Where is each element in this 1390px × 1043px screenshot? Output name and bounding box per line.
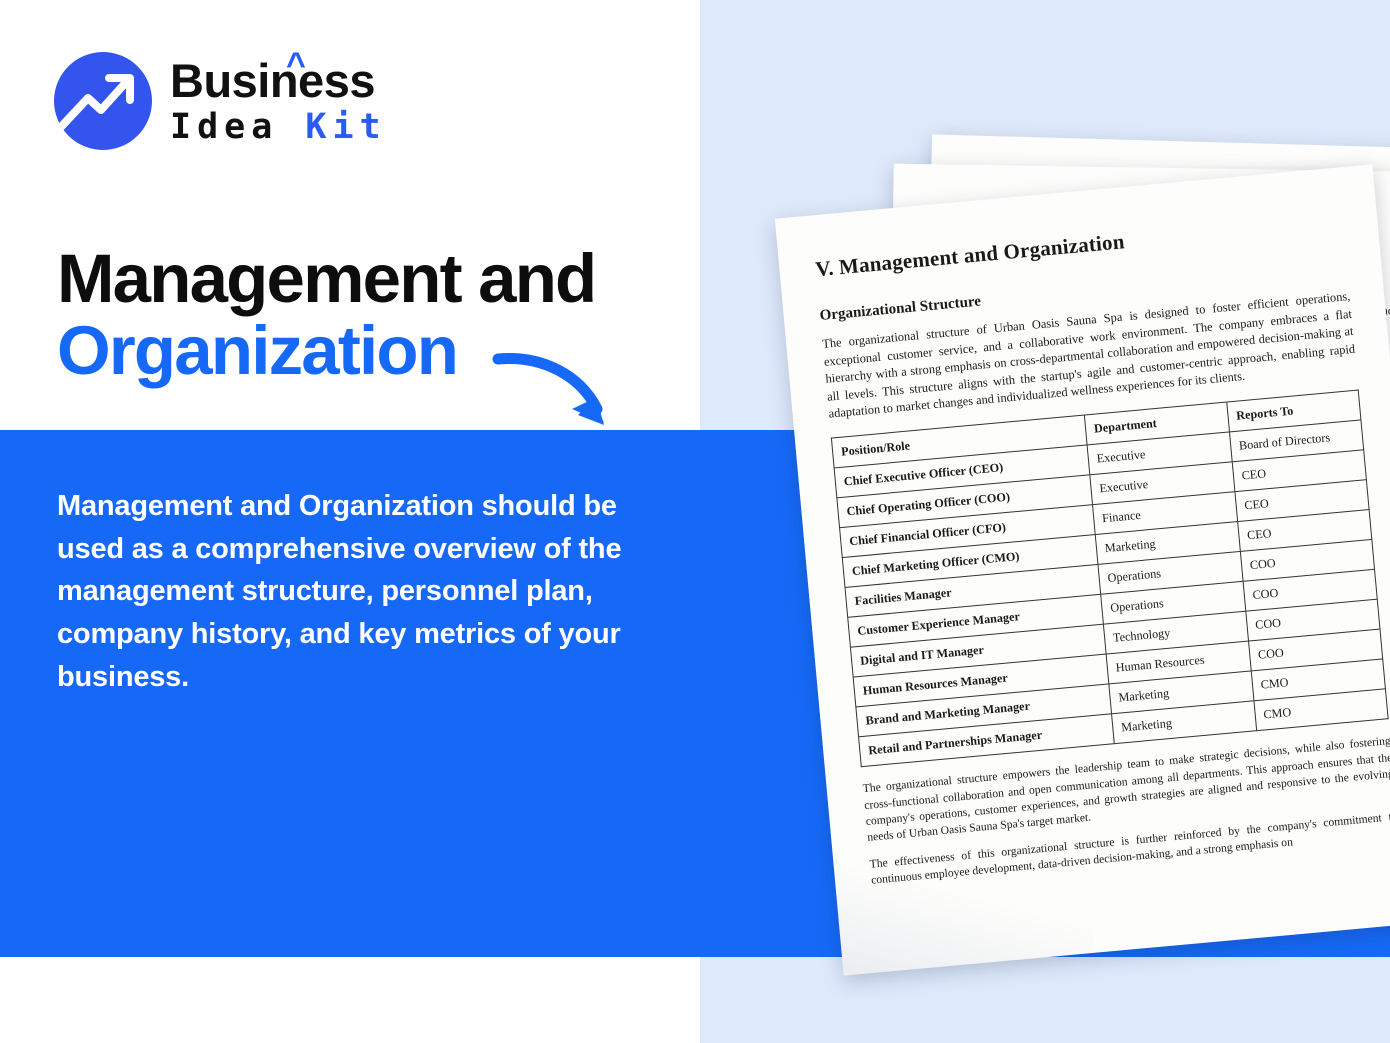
- panel-description: Management and Organization should be us…: [57, 490, 622, 693]
- org-structure-table: Position/Role Department Reports To Chie…: [831, 390, 1389, 768]
- brand-wordmark: Business ^ Idea Kit: [170, 48, 387, 145]
- page-title-line2: Organization: [57, 312, 459, 390]
- document-stack[interactable]: ns, a flat on- ch, lients. ions, es a fl…: [740, 130, 1390, 976]
- brand-logo[interactable]: Business ^ Idea Kit: [54, 48, 387, 150]
- brand-caret-icon: ^: [286, 46, 306, 84]
- growth-arrow-icon: [54, 52, 152, 150]
- background-panel-bottom-right: [700, 957, 1390, 1043]
- brand-business-text: Business: [170, 54, 375, 107]
- brand-kit-text: Kit: [305, 107, 387, 147]
- page-title: Management and Organization: [57, 240, 597, 390]
- brand-line-business: Business ^: [170, 48, 387, 107]
- document-page-front[interactable]: V. Management and Organization Organizat…: [774, 164, 1390, 976]
- curved-arrow-down-right-icon: [492, 352, 604, 425]
- brand-idea-text: Idea: [170, 107, 279, 147]
- brand-line-idea-kit: Idea Kit: [170, 110, 387, 145]
- page-title-line1: Management and: [57, 240, 597, 317]
